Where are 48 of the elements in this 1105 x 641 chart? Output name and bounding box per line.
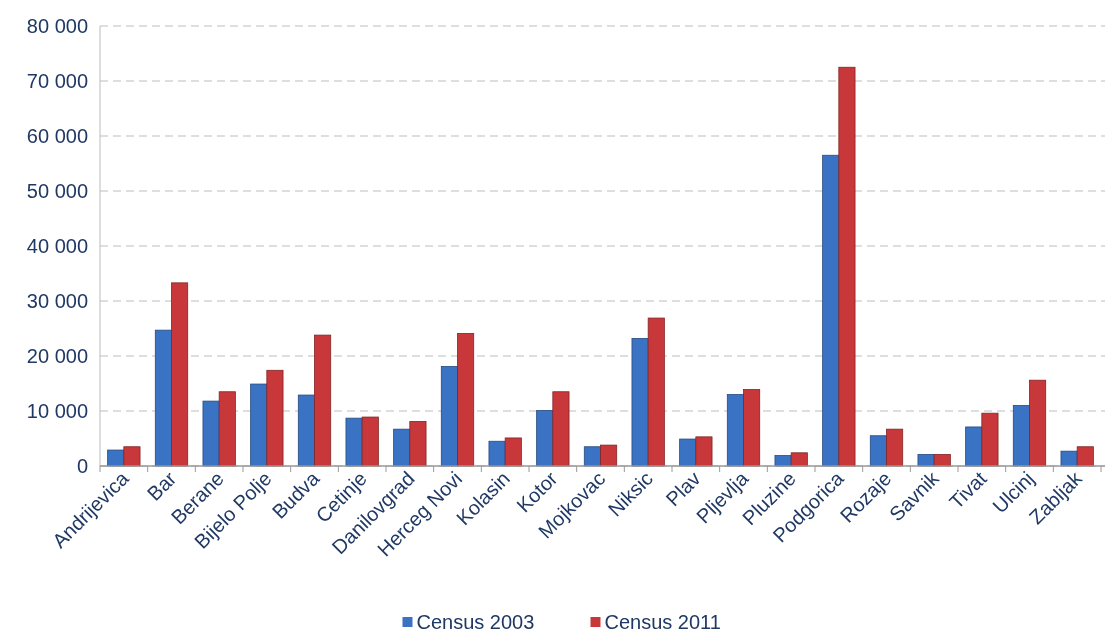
bar [123, 446, 141, 467]
y-tick-label: 70 000 [26, 70, 88, 92]
bar [345, 417, 363, 467]
bar [440, 366, 458, 467]
bar [504, 437, 522, 467]
bar [250, 383, 268, 467]
bar [1029, 379, 1047, 467]
bar [536, 410, 554, 467]
bar [393, 428, 411, 467]
bar [218, 391, 236, 467]
bar [822, 154, 840, 467]
y-tick-label: 50 000 [26, 180, 88, 202]
bar [297, 394, 315, 467]
bar [361, 416, 379, 467]
bar [869, 435, 887, 467]
bar [838, 66, 856, 467]
bar [409, 421, 427, 467]
legend-label: Census 2003 [416, 611, 535, 633]
bar [154, 329, 172, 467]
y-tick-label: 10 000 [26, 400, 88, 422]
bar [886, 428, 904, 467]
bar [981, 412, 999, 467]
bar [1012, 405, 1030, 467]
bar [679, 438, 697, 467]
bar [107, 449, 125, 467]
bar [202, 400, 220, 467]
y-tick-label: 30 000 [26, 290, 88, 312]
y-tick-label: 40 000 [26, 235, 88, 257]
y-tick-label: 0 [76, 455, 88, 477]
bar [790, 452, 808, 467]
bar [552, 391, 570, 467]
bar [647, 317, 665, 467]
y-tick-label: 80 000 [26, 15, 88, 37]
bar [695, 436, 713, 467]
bar [488, 440, 506, 467]
bar [965, 426, 983, 467]
y-tick-label: 20 000 [26, 345, 88, 367]
legend-label: Census 2011 [604, 611, 721, 633]
bar [743, 389, 761, 467]
y-tick-label: 60 000 [26, 125, 88, 147]
bar [314, 334, 332, 467]
bar [1076, 446, 1094, 467]
bar [726, 394, 744, 467]
bar [171, 282, 189, 467]
bar [631, 338, 649, 467]
bar [266, 369, 284, 467]
bar [600, 444, 618, 467]
bar [457, 333, 475, 467]
